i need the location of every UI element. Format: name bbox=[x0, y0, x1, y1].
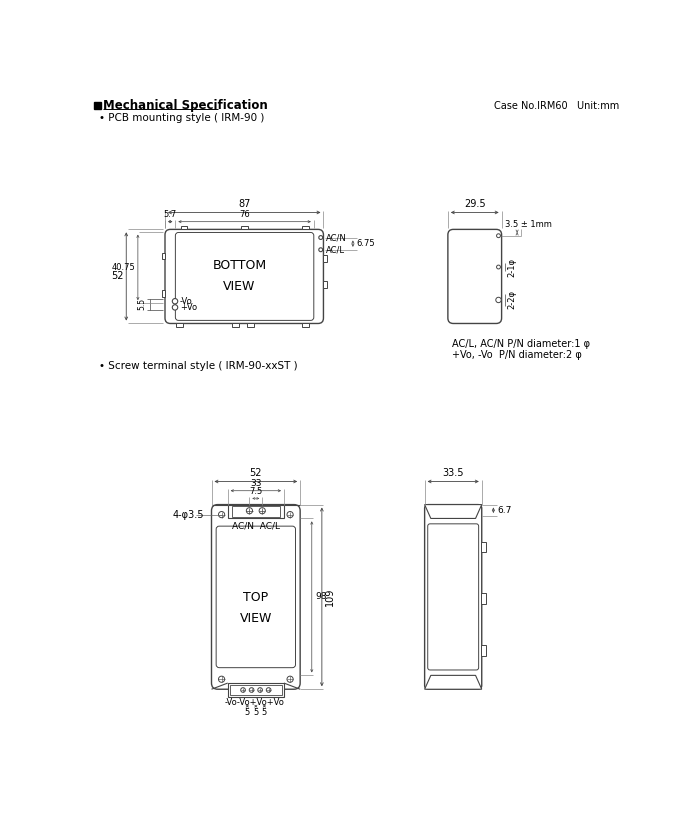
Text: 4-φ3.5: 4-φ3.5 bbox=[173, 510, 204, 520]
Text: 3.5 ± 1mm: 3.5 ± 1mm bbox=[505, 220, 552, 229]
Text: 6.75: 6.75 bbox=[356, 239, 374, 248]
FancyBboxPatch shape bbox=[448, 229, 502, 324]
Bar bbox=[162, 290, 165, 297]
FancyBboxPatch shape bbox=[428, 524, 479, 670]
Text: TOP
VIEW: TOP VIEW bbox=[239, 591, 272, 625]
Circle shape bbox=[318, 236, 323, 239]
Text: 52: 52 bbox=[111, 271, 124, 281]
Text: -Vo: -Vo bbox=[180, 297, 193, 306]
Text: 87: 87 bbox=[238, 200, 251, 210]
Bar bbox=[323, 256, 326, 262]
Text: 5.5: 5.5 bbox=[137, 298, 146, 311]
Bar bbox=[228, 683, 284, 697]
Circle shape bbox=[241, 688, 246, 692]
Text: 33: 33 bbox=[250, 478, 262, 487]
Circle shape bbox=[496, 266, 500, 269]
Circle shape bbox=[249, 688, 254, 692]
Text: • PCB mounting style ( IRM-90 ): • PCB mounting style ( IRM-90 ) bbox=[99, 113, 265, 123]
Circle shape bbox=[496, 298, 501, 302]
Bar bbox=[94, 103, 101, 109]
Text: 52: 52 bbox=[250, 469, 262, 478]
Text: 98: 98 bbox=[315, 593, 326, 602]
Circle shape bbox=[218, 677, 225, 682]
Circle shape bbox=[218, 511, 225, 518]
Circle shape bbox=[246, 508, 253, 514]
FancyBboxPatch shape bbox=[216, 526, 295, 667]
Text: 76: 76 bbox=[239, 210, 250, 219]
Bar bbox=[228, 505, 284, 519]
Text: 5: 5 bbox=[262, 708, 267, 717]
Text: 40.75: 40.75 bbox=[112, 263, 136, 272]
Text: 29.5: 29.5 bbox=[464, 200, 486, 210]
Text: -Vo-Vo+Vo+Vo: -Vo-Vo+Vo+Vo bbox=[224, 699, 284, 708]
Text: 109: 109 bbox=[325, 588, 335, 606]
Text: AC/L: AC/L bbox=[326, 245, 345, 254]
Bar bbox=[181, 226, 188, 229]
FancyBboxPatch shape bbox=[211, 505, 300, 689]
Text: AC/L, AC/N P/N diameter:1 φ: AC/L, AC/N P/N diameter:1 φ bbox=[452, 339, 590, 349]
Circle shape bbox=[318, 247, 323, 252]
Circle shape bbox=[287, 511, 293, 518]
Circle shape bbox=[172, 305, 178, 310]
FancyBboxPatch shape bbox=[165, 229, 323, 324]
Circle shape bbox=[258, 688, 262, 692]
Text: 7.5: 7.5 bbox=[249, 487, 262, 496]
Bar bbox=[176, 324, 183, 326]
Bar bbox=[162, 252, 165, 260]
Bar bbox=[246, 324, 253, 326]
Text: Mechanical Specification: Mechanical Specification bbox=[103, 99, 267, 113]
Text: AC/N: AC/N bbox=[326, 233, 346, 242]
Circle shape bbox=[496, 233, 500, 238]
Bar bbox=[230, 685, 281, 695]
Text: 33.5: 33.5 bbox=[442, 469, 464, 478]
Text: +Vo: +Vo bbox=[180, 302, 197, 312]
Text: 5: 5 bbox=[253, 708, 258, 717]
Text: • Screw terminal style ( IRM-90-xxST ): • Screw terminal style ( IRM-90-xxST ) bbox=[99, 361, 298, 371]
Text: Case No.IRM60   Unit:mm: Case No.IRM60 Unit:mm bbox=[494, 101, 620, 111]
Polygon shape bbox=[425, 505, 482, 519]
Bar bbox=[232, 324, 239, 326]
Circle shape bbox=[287, 677, 293, 682]
Circle shape bbox=[259, 508, 265, 514]
Polygon shape bbox=[425, 676, 482, 689]
Text: AC/N  AC/L: AC/N AC/L bbox=[232, 521, 280, 530]
Bar bbox=[302, 226, 309, 229]
Text: 2-1φ: 2-1φ bbox=[508, 257, 517, 276]
Text: 6.7: 6.7 bbox=[497, 506, 512, 515]
Text: 5: 5 bbox=[245, 708, 250, 717]
Text: 5.7: 5.7 bbox=[164, 210, 177, 219]
Bar bbox=[241, 226, 248, 229]
Circle shape bbox=[266, 688, 271, 692]
Text: 2-2φ: 2-2φ bbox=[508, 290, 517, 309]
Circle shape bbox=[172, 298, 178, 304]
Text: BOTTOM
VIEW: BOTTOM VIEW bbox=[212, 260, 267, 293]
Text: +Vo, -Vo  P/N diameter:2 φ: +Vo, -Vo P/N diameter:2 φ bbox=[452, 349, 582, 360]
Bar bbox=[481, 593, 486, 604]
Bar bbox=[481, 645, 486, 656]
FancyBboxPatch shape bbox=[176, 233, 314, 321]
Bar bbox=[323, 281, 326, 288]
FancyBboxPatch shape bbox=[425, 505, 482, 689]
Bar bbox=[232, 506, 280, 517]
Bar bbox=[302, 324, 309, 326]
Bar bbox=[481, 542, 486, 552]
